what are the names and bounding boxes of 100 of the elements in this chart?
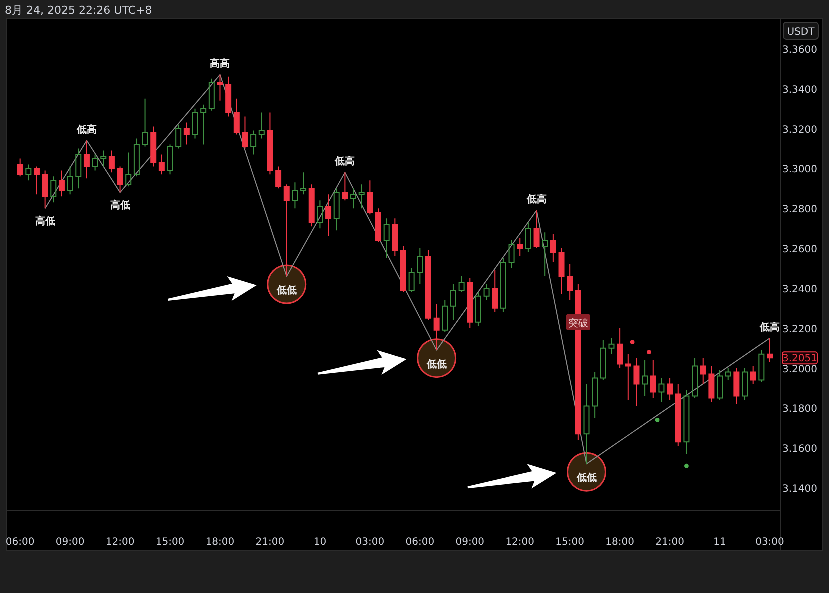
candlestick [58,170,65,198]
candlestick [142,98,148,148]
x-tick-label: 18:00 [206,537,235,548]
candlestick [126,152,132,188]
candlestick [467,278,474,329]
candlestick [17,158,24,178]
candlestick [367,180,374,216]
annotation: 低低 [426,358,447,370]
candlestick [742,368,748,401]
candlestick [492,270,498,313]
candlestick [192,108,198,140]
candlestick [158,154,165,176]
point [655,418,660,422]
candlestick [517,238,524,258]
y-tick-label: 3.3400 [782,84,818,96]
y-tick-label: 3.3200 [782,124,818,136]
candlestick [384,218,390,260]
candlestick [184,122,190,146]
candlestick [108,150,115,174]
candlestick [308,184,315,228]
point [647,350,652,355]
candlestick [92,154,98,172]
x-tick-label: 15:00 [156,537,185,548]
y-tick-label: 3.2600 [782,244,818,256]
x-tick-label: 21:00 [256,537,285,548]
candlestick [600,340,606,381]
x-tick-label: 03:00 [756,537,784,548]
candlestick [650,360,656,399]
candlestick [417,248,424,285]
candlestick [226,76,232,118]
x-tick-label: 11 [714,537,726,548]
candlestick [350,188,357,210]
candlestick [634,358,640,407]
y-axis-title: USDT [787,27,816,38]
candlestick [42,170,48,210]
y-tick-label: 3.2000 [782,364,818,376]
chart-title: 8月 24, 2025 22:26 UTC+8 [5,4,152,17]
y-tick-label: 3.1600 [782,444,818,456]
annotation: 3.2051 [782,354,818,365]
x-tick-label: 18:00 [606,537,634,548]
candlestick [334,188,340,232]
candlestick [734,368,740,405]
candlestick [76,148,82,190]
candlestick [500,258,506,313]
candlestick [26,164,32,182]
candlestick [392,218,398,258]
x-tick-label: 09:00 [456,537,485,548]
candlestick [242,116,248,150]
candlestick [592,372,598,419]
x-tick-label: 03:00 [356,537,385,548]
x-tick-label: 12:00 [106,537,135,548]
y-tick-label: 3.2400 [782,284,818,296]
candlestick [292,182,298,210]
y-tick-label: 3.2200 [782,324,818,336]
x-tick-label: 10 [314,537,327,548]
annotation: 高低 [35,216,56,228]
candlestick [276,166,282,190]
candlestick [534,210,540,250]
candlestick [684,390,690,455]
candlestick [658,378,665,403]
y-tick-label: 3.3000 [782,164,818,176]
candlestick [358,184,365,210]
candlestick [542,232,548,277]
candlestick [667,378,674,401]
y-tick-label: 3.1800 [782,404,818,416]
candlestick [300,172,307,196]
candlestick [134,138,140,178]
candlestick [584,384,590,465]
candlestick [567,264,574,301]
candlestick [550,234,556,264]
candlestick [100,150,107,168]
point [684,464,689,468]
candlestick [317,200,324,230]
annotation: 低高 [76,124,97,136]
x-tick-label: 09:00 [56,537,85,548]
candlestick [484,284,490,301]
candlestick [750,366,756,385]
candlestick [267,112,274,176]
y-tick-label: 3.3600 [782,44,818,56]
y-tick-label: 3.2800 [782,204,818,216]
candlestick [67,166,74,196]
candlestick [167,144,174,176]
annotation: 低高 [759,321,780,334]
candlestick [34,166,40,196]
candlestick [250,130,257,156]
candlestick [700,358,706,385]
candlestick [608,338,615,355]
candlestick [717,370,724,401]
candlestick [558,248,565,295]
candlestick [208,78,215,112]
y-tick-label: 3.1400 [782,484,818,496]
candlestick [708,366,715,403]
x-tick-label: 15:00 [556,537,585,548]
annotation: 高高 [210,58,230,70]
candlestick [217,74,224,102]
x-tick-label: 21:00 [656,537,684,548]
candlestick [450,284,456,321]
annotation: 突破 [568,317,588,330]
candlestick [376,208,382,244]
annotation: 低低 [276,284,297,296]
